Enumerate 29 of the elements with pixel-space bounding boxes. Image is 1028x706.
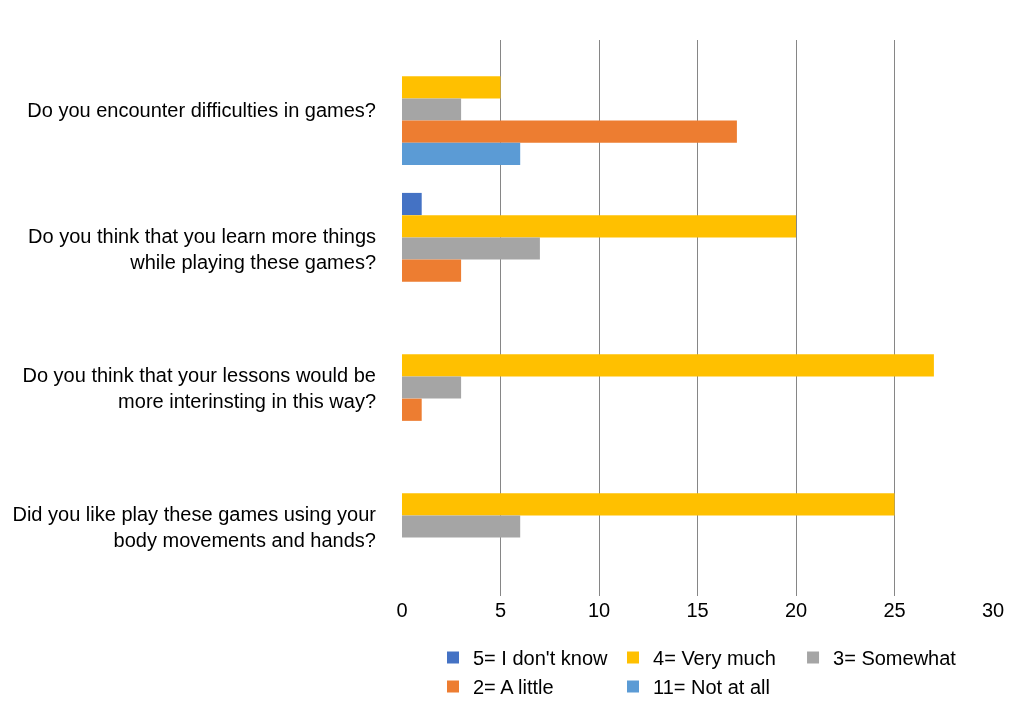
bar <box>402 192 422 216</box>
bar <box>402 493 895 516</box>
bar <box>402 237 540 260</box>
legend-label: 3= Somewhat <box>833 647 957 670</box>
x-tick-label: 20 <box>784 599 808 621</box>
legend-label: 5= I don't know <box>473 647 609 670</box>
x-tick-label: 0 <box>396 599 408 621</box>
x-tick-label: 25 <box>883 599 906 621</box>
bar <box>402 76 501 99</box>
y-tick-label: Did you like play these games using your body movements and hands? <box>12 502 377 551</box>
x-tick-label: 30 <box>981 599 1005 621</box>
y-tick-label: Do you think that your lessons would be more interinsting in this way? <box>22 363 376 412</box>
bar <box>402 398 422 421</box>
bar <box>402 376 462 399</box>
bar <box>402 215 796 238</box>
bar <box>402 354 934 377</box>
y-tick-label: Do you encounter difficulties in games? <box>27 98 376 121</box>
bar <box>402 515 521 538</box>
bar <box>402 120 737 143</box>
legend-label: 11= Not at all <box>653 676 770 699</box>
x-tick-label: 15 <box>686 599 709 621</box>
x-tick-label: 10 <box>587 599 611 621</box>
bar <box>402 142 521 166</box>
bar <box>402 98 462 121</box>
legend-label: 2= A little <box>473 676 554 699</box>
x-tick-label: 5 <box>494 599 507 621</box>
legend-label: 4= Very much <box>653 647 776 670</box>
y-tick-label: Do you think that you learn more things while playing these games? <box>28 224 376 273</box>
bar <box>402 259 462 282</box>
